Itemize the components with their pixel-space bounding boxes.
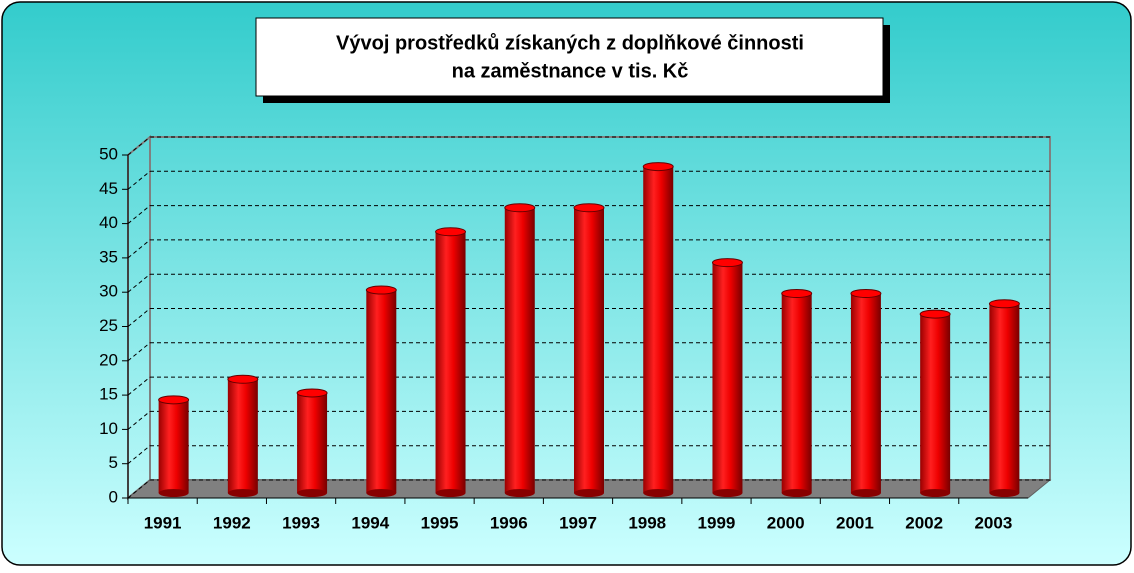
grid-line [127, 136, 151, 156]
bar-bottom [158, 489, 189, 497]
bar-top [919, 309, 951, 319]
y-tick-label: 45 [99, 179, 118, 198]
bar-body [989, 303, 1020, 493]
x-tick-label: 2000 [767, 513, 805, 532]
y-tick-label: 15 [99, 385, 118, 404]
title-box [255, 17, 884, 97]
bar-top [711, 258, 743, 268]
x-tick-label: 2003 [974, 513, 1012, 532]
chart-title: na zaměstnance v tis. Kč [452, 60, 689, 82]
x-tick-label: 1999 [698, 513, 736, 532]
bar-top [988, 299, 1020, 309]
y-tick-label: 30 [99, 282, 118, 301]
bar-top [435, 227, 467, 237]
y-tick-label: 40 [99, 213, 118, 232]
grid-line [127, 170, 151, 190]
bar [296, 388, 328, 497]
bar-body [850, 293, 881, 493]
grid-line [127, 445, 151, 465]
x-tick-label: 1997 [559, 513, 597, 532]
bar-top [296, 388, 328, 398]
x-tick-label: 2002 [905, 513, 943, 532]
y-tick-label: 20 [99, 350, 118, 369]
bar-bottom [712, 489, 743, 497]
bar-body [227, 379, 258, 493]
bar-top [227, 374, 259, 384]
x-tick-label: 2001 [836, 513, 874, 532]
x-tick-label: 1995 [421, 513, 459, 532]
x-tick-label: 1994 [351, 513, 389, 532]
grid-line [127, 205, 151, 224]
bar-bottom [850, 489, 881, 497]
bar-body [504, 207, 535, 494]
grid-line [127, 479, 151, 499]
bar [504, 203, 536, 497]
bar [573, 203, 605, 497]
grid-line [127, 273, 151, 293]
y-tick-label: 5 [109, 453, 118, 472]
bar [711, 258, 743, 497]
bar-bottom [504, 489, 535, 497]
bar-body [297, 392, 328, 493]
bar-top [642, 162, 674, 172]
bar-bottom [574, 489, 604, 497]
bar-bottom [366, 489, 397, 497]
grid-line [127, 239, 151, 259]
bar-body [920, 314, 951, 493]
y-tick-label: 35 [99, 247, 118, 266]
bar-body [366, 290, 397, 493]
bar [988, 299, 1020, 497]
bar-body [712, 262, 743, 493]
x-tick-label: 1992 [213, 513, 251, 532]
grid-line [127, 376, 151, 396]
bar-body [435, 231, 466, 493]
y-tick-label: 10 [99, 419, 118, 438]
bar-body [643, 166, 674, 493]
x-tick-label: 1991 [144, 513, 182, 532]
chart-title: Vývoj prostředků získaných z doplňkové č… [336, 32, 804, 54]
bar [642, 162, 674, 497]
bar-body [574, 207, 604, 494]
y-tick-label: 0 [109, 487, 118, 506]
grid-line [127, 411, 151, 430]
bar-top [158, 395, 190, 405]
x-tick-label: 1993 [282, 513, 320, 532]
bar [919, 309, 951, 497]
bar [781, 288, 813, 497]
bar [850, 288, 882, 497]
bar [158, 395, 190, 497]
bar-top [573, 203, 605, 213]
bar [227, 374, 259, 497]
x-tick-label: 1998 [628, 513, 666, 532]
bar-body [781, 293, 812, 493]
bar-bottom [435, 489, 466, 497]
bar-bottom [989, 489, 1020, 497]
grid-line [127, 308, 151, 327]
bar-top [781, 288, 813, 298]
grid-line [127, 342, 151, 362]
bar-bottom [643, 489, 674, 497]
x-tick-label: 1996 [490, 513, 528, 532]
bar-bottom [920, 489, 951, 497]
y-tick-label: 50 [99, 144, 118, 163]
bar-bottom [297, 489, 328, 497]
bar-body [158, 399, 189, 493]
bar-top [504, 203, 536, 213]
bar [365, 285, 397, 497]
bar-bottom [227, 489, 258, 497]
bar-top [365, 285, 397, 295]
bar-bottom [781, 489, 812, 497]
y-tick-label: 25 [99, 316, 118, 335]
bar [435, 227, 467, 497]
bar-top [850, 288, 882, 298]
